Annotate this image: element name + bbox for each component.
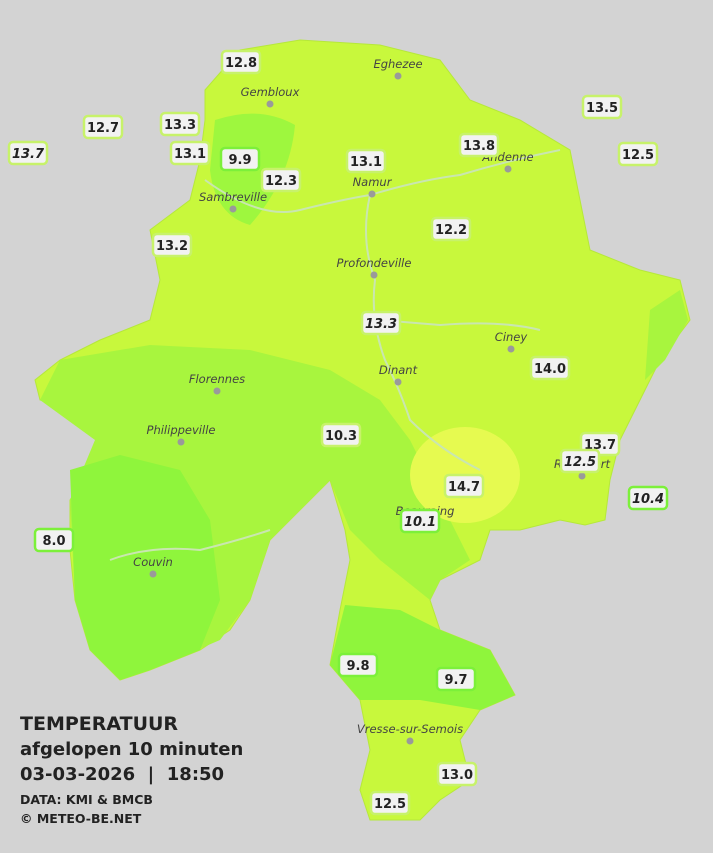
station-value: 13.1 <box>174 147 206 162</box>
station-value: 10.1 <box>404 515 436 530</box>
station-value: 13.7 <box>12 147 45 162</box>
station-box <box>320 422 362 448</box>
station-box <box>458 132 500 158</box>
station-value: 12.5 <box>622 148 654 163</box>
station-value: 8.0 <box>42 534 65 549</box>
town-label: Florennes <box>189 372 245 386</box>
town-dot <box>507 345 515 353</box>
station-value: 12.5 <box>374 797 406 812</box>
station-value: 10.4 <box>632 492 664 507</box>
station-value: 10.3 <box>325 429 357 444</box>
station-box <box>345 148 387 174</box>
station-value: 13.8 <box>463 139 495 154</box>
town-label: Vresse-sur-Semois <box>357 722 463 736</box>
legend-subtitle: afgelopen 10 minuten <box>20 739 243 760</box>
station-box <box>436 761 478 787</box>
station-value: 9.9 <box>228 153 251 168</box>
legend-copyright: © METEO-BE.NET <box>20 811 142 826</box>
station-value: 12.3 <box>265 174 297 189</box>
station-value: 9.7 <box>444 673 467 688</box>
town-label: Namur <box>353 175 393 189</box>
station-box <box>581 94 623 120</box>
station-value: 14.7 <box>448 480 480 495</box>
station-value: 13.3 <box>365 317 397 332</box>
station-box <box>435 666 477 692</box>
town-label: Eghezee <box>373 57 422 71</box>
town-dot <box>177 438 185 446</box>
legend-title: TEMPERATUUR <box>20 713 178 735</box>
town-label: Sambreville <box>199 190 267 204</box>
town-dot <box>229 205 237 213</box>
station-box <box>219 146 261 172</box>
town-dot <box>370 271 378 279</box>
station-box <box>443 473 485 499</box>
station-box <box>151 232 193 258</box>
town-dot <box>266 100 274 108</box>
station-value: 13.5 <box>586 101 618 116</box>
station-box <box>430 216 472 242</box>
town-label: Profondeville <box>337 256 412 270</box>
town-dot <box>149 570 157 578</box>
station-box <box>82 114 124 140</box>
town-dot <box>504 165 512 173</box>
station-box <box>260 167 302 193</box>
station-value: 12.8 <box>225 56 257 71</box>
station-box <box>369 790 411 816</box>
legend-datetime: 03-03-2026 | 18:50 <box>20 764 224 785</box>
station-box <box>529 355 571 381</box>
zone-cool <box>645 290 688 380</box>
station-value: 12.5 <box>564 455 596 470</box>
station-box <box>360 310 402 336</box>
station-box <box>220 49 262 75</box>
town-label: Ciney <box>495 330 528 344</box>
town-dot <box>406 737 414 745</box>
station-box <box>7 140 49 166</box>
station-box <box>627 485 669 511</box>
station-value: 13.0 <box>441 768 473 783</box>
town-label: Gembloux <box>241 85 300 99</box>
town-label: Couvin <box>133 555 173 569</box>
station-value: 14.0 <box>534 362 566 377</box>
zone-cool <box>70 455 220 680</box>
station-box <box>337 652 379 678</box>
station-box <box>399 508 441 534</box>
town-dot <box>213 387 221 395</box>
station-value: 12.7 <box>87 121 119 136</box>
town-dot <box>578 472 586 480</box>
legend-source: DATA: KMI & BMCB <box>20 792 153 807</box>
station-box <box>617 141 659 167</box>
town-label: Philippeville <box>147 423 216 437</box>
town-label: Dinant <box>379 363 418 377</box>
town-dot <box>394 378 402 386</box>
station-box <box>33 527 75 553</box>
station-box <box>159 111 201 137</box>
station-box <box>559 448 601 474</box>
station-value: 13.1 <box>350 155 382 170</box>
town-dot <box>394 72 402 80</box>
station-value: 13.3 <box>164 118 196 133</box>
station-value: 12.2 <box>435 223 467 238</box>
town-dot <box>368 190 376 198</box>
station-box <box>169 140 211 166</box>
station-value: 13.2 <box>156 239 188 254</box>
station-value: 9.8 <box>346 659 369 674</box>
